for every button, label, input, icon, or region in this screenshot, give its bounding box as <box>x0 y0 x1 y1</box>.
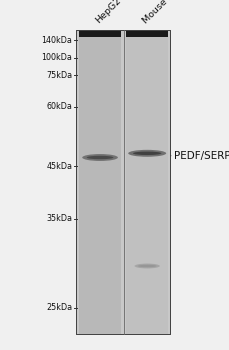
Text: Mouse liver: Mouse liver <box>140 0 185 25</box>
Bar <box>125 30 168 334</box>
Text: 60kDa: 60kDa <box>46 102 72 111</box>
Text: 100kDa: 100kDa <box>41 53 72 62</box>
Text: HepG2: HepG2 <box>93 0 122 25</box>
Text: 35kDa: 35kDa <box>46 214 72 223</box>
Bar <box>78 30 121 37</box>
Bar <box>125 30 168 37</box>
Text: PEDF/SERPINF1: PEDF/SERPINF1 <box>170 151 229 161</box>
Bar <box>76 30 169 334</box>
Bar <box>78 30 121 334</box>
Text: 25kDa: 25kDa <box>46 303 72 313</box>
Ellipse shape <box>82 154 117 161</box>
Text: 140kDa: 140kDa <box>41 36 72 45</box>
Bar <box>76 30 169 334</box>
Ellipse shape <box>86 156 113 159</box>
Ellipse shape <box>134 264 159 268</box>
Text: 75kDa: 75kDa <box>46 71 72 80</box>
Ellipse shape <box>137 265 156 267</box>
Ellipse shape <box>132 152 161 155</box>
Text: 45kDa: 45kDa <box>46 162 72 171</box>
Ellipse shape <box>128 150 165 157</box>
